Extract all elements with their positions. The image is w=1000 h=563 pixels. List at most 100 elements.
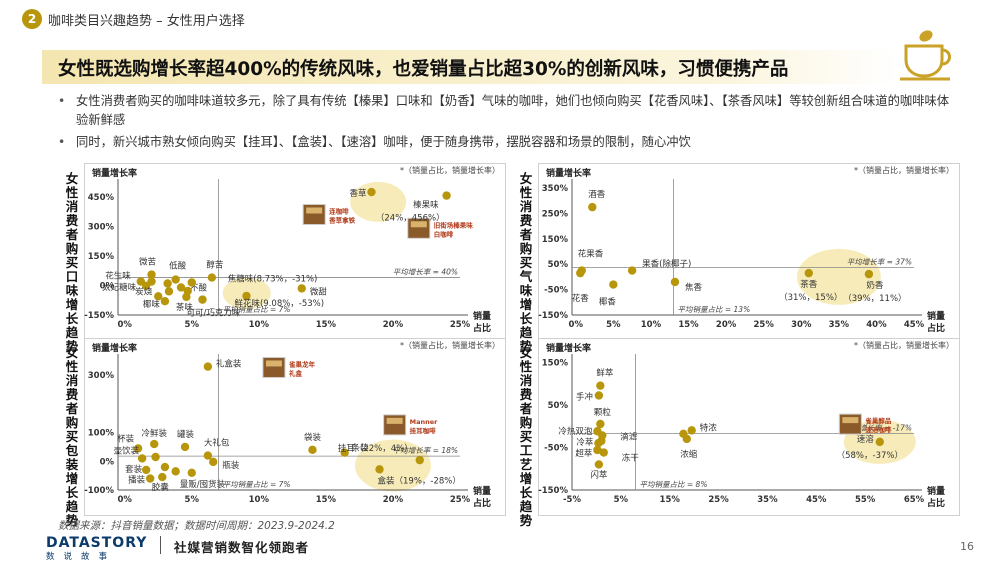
data-point [576, 268, 585, 278]
avg-y-label: 平均增长率 = -17% [844, 423, 912, 432]
x-tick-label: 45% [806, 495, 827, 505]
data-point-label: 袋装 [304, 432, 322, 443]
data-point-label: 冷鲜装 [141, 428, 167, 439]
data-point-label: 可可/巧克力味 [186, 308, 240, 319]
y-tick-label: 300% [88, 371, 115, 381]
data-point-label: 鲜萃 [596, 368, 614, 379]
data-point-label: 太妃糖味 [102, 282, 137, 293]
avg-x-label: 平均销量占比 = 13% [677, 305, 750, 314]
data-point-label: 冷热双泡 [558, 426, 593, 437]
product-image-band [410, 221, 427, 228]
x-tick-label: 15% [678, 320, 699, 330]
x-tick-label: 20% [383, 495, 404, 505]
data-point [164, 287, 174, 296]
x-axis-label: 销量 [473, 310, 491, 322]
data-point-label: 礼盒装 [216, 359, 242, 370]
product-caption: 礼盒 [289, 368, 303, 377]
taste-scatter-chart: 销量增长率 *（销量占比，销量增长率） 平均增长率 = 40% 平均销量占比 = 7%… [84, 163, 506, 341]
y-tick-label: -50% [544, 443, 568, 453]
data-point-label: 手冲 [576, 391, 593, 402]
data-point-label: 焦香 [685, 282, 703, 293]
data-point [171, 467, 180, 476]
highlight-ellipse [354, 439, 431, 492]
data-point [141, 465, 151, 475]
aroma-side-title: 女性消费者购买气味增长趋势 [519, 171, 533, 354]
data-point [593, 445, 602, 455]
data-point [150, 439, 159, 449]
data-point-label: 炭烧 [135, 286, 153, 297]
x-tick-label: 10% [641, 320, 662, 330]
data-point-label: 瓶装 [222, 460, 240, 471]
data-point [599, 448, 608, 457]
bullet-item: 女性消费者购买的咖啡味道较多元，除了具有传统【榛果】口味和【奶香】气味的咖啡，她… [56, 92, 956, 130]
product-caption: 连咖啡 [329, 206, 349, 215]
data-point-label: 量贩/囤货装 [180, 479, 226, 490]
data-point [171, 275, 180, 284]
x-tick-label: 5% [614, 495, 629, 505]
y-tick-label: 250% [542, 209, 569, 219]
process-scatter-chart: 销量增长率 *（销量占比，销量增长率） 平均增长率 = -17% 平均销量占比 = 8… [538, 338, 960, 516]
x-tick-label: 20% [716, 320, 737, 330]
data-point [442, 191, 451, 200]
product-caption: 速溶咖啡 [865, 425, 892, 434]
data-point-label: 微苦 [139, 257, 156, 268]
x-axis-label: 占比 [473, 497, 491, 509]
data-point [594, 460, 604, 469]
product-image-band [306, 207, 323, 214]
data-point [203, 362, 213, 371]
data-point [375, 465, 384, 474]
y-axis-label: 销量增长率 [92, 342, 137, 354]
data-point-label: 闪萃 [590, 469, 608, 480]
datastory-logo: DATASTORY 数说故事 [46, 535, 147, 562]
data-point [415, 455, 424, 465]
data-point [163, 279, 172, 288]
data-point [176, 283, 186, 292]
panel-frame [84, 338, 506, 516]
x-tick-label: 40% [866, 320, 887, 330]
data-point [151, 452, 160, 462]
product-caption: Manner [410, 418, 439, 426]
legend-note: *（销量占比，销量增长率） [854, 165, 954, 175]
data-point [627, 266, 637, 275]
x-tick-label: 25% [753, 320, 774, 330]
x-axis-label: 占比 [927, 497, 945, 509]
data-point [670, 277, 680, 287]
data-point [875, 437, 884, 447]
data-point-label: 挂耳（22%，4%） [338, 443, 413, 454]
y-tick-label: 300% [88, 222, 115, 232]
legend-note: *（销量占比，销量增长率） [400, 165, 500, 175]
data-point-label: 杯装 [117, 433, 135, 444]
data-point-label: 醇苦 [206, 260, 223, 271]
data-point-label: （58%，-37%） [837, 450, 903, 461]
data-point-label: 壶饮装 [114, 445, 140, 456]
data-point [687, 426, 696, 435]
data-point [137, 454, 147, 463]
data-point-label: 椰香 [599, 297, 617, 308]
product-caption: 雀巢龙年 [288, 359, 316, 368]
x-tick-label: 15% [660, 495, 681, 505]
product-caption: 雀巢醇品 [864, 416, 892, 425]
data-point-label: 茶香 [800, 279, 818, 290]
data-point [588, 202, 597, 212]
data-point-label: 花果香 [578, 249, 604, 260]
aroma-scatter-chart: 销量增长率 *（销量占比，销量增长率） 平均增长率 = 37% 平均销量占比 = 13… [538, 163, 960, 341]
process-side-title: 女性消费者购买工艺增长趋势 [519, 345, 533, 528]
x-tick-label: 5% [606, 320, 621, 330]
avg-y-label: 平均增长率 = 40% [393, 268, 458, 277]
x-tick-label: 30% [791, 320, 812, 330]
x-tick-label: 25% [450, 320, 471, 330]
data-point-label: 套装 [125, 464, 143, 475]
x-tick-label: 10% [249, 320, 270, 330]
y-tick-label: 100% [88, 429, 115, 439]
y-tick-label: -150% [538, 311, 568, 321]
data-point [158, 472, 167, 482]
data-point-label: 特浓 [700, 422, 718, 433]
y-tick-label: -50% [544, 286, 568, 296]
x-axis-label: 销量 [473, 485, 491, 497]
headline: 女性既选购增长率超400%的传统风味，也爱销量占比超30%的创新风味，习惯便携产… [58, 59, 789, 80]
product-image-band [386, 417, 403, 424]
logo-sub-text: 数说故事 [46, 552, 117, 562]
data-point [297, 284, 306, 293]
x-tick-label: 0% [569, 320, 584, 330]
x-tick-label: -5% [563, 495, 581, 505]
